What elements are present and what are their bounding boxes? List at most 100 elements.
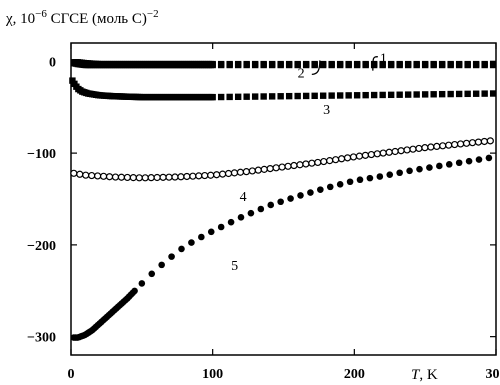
point-marker xyxy=(243,61,250,69)
point-marker xyxy=(135,174,143,182)
point-marker xyxy=(337,155,346,163)
point-marker xyxy=(455,61,463,69)
point-marker xyxy=(404,61,412,69)
point-marker xyxy=(426,164,433,171)
svg-text:T, K: T, K xyxy=(411,367,438,383)
point-marker xyxy=(370,91,378,99)
point-marker xyxy=(485,154,493,162)
point-marker xyxy=(336,61,344,69)
point-marker xyxy=(445,161,453,168)
point-marker xyxy=(456,140,465,148)
point-marker xyxy=(409,145,417,153)
curve-label-1: 1 xyxy=(380,52,387,67)
point-marker xyxy=(353,61,361,69)
point-marker xyxy=(234,61,242,69)
point-marker xyxy=(297,192,304,199)
point-marker xyxy=(379,61,386,69)
point-marker xyxy=(413,61,420,69)
point-marker xyxy=(213,171,221,179)
point-marker xyxy=(227,218,235,226)
x-axis-title: T, K xyxy=(411,367,438,383)
point-marker xyxy=(123,173,131,182)
point-marker xyxy=(464,61,471,69)
x-tick-label: 100 xyxy=(202,367,223,382)
point-marker xyxy=(320,157,328,166)
point-marker xyxy=(302,160,310,168)
point-marker xyxy=(387,61,395,69)
point-marker xyxy=(209,93,216,101)
point-marker xyxy=(385,148,393,156)
point-marker xyxy=(421,144,429,152)
point-marker xyxy=(336,181,344,188)
point-marker xyxy=(403,146,411,154)
point-marker xyxy=(480,137,488,146)
point-marker xyxy=(226,61,233,69)
y-axis-scale-exponent: −6 xyxy=(35,8,47,20)
point-marker xyxy=(82,171,90,179)
point-marker xyxy=(277,61,284,69)
point-marker xyxy=(177,173,185,181)
point-marker xyxy=(307,189,314,196)
point-marker xyxy=(311,92,318,100)
point-marker xyxy=(415,144,423,153)
y-tick-label: −100 xyxy=(27,147,56,162)
point-marker xyxy=(481,61,488,69)
point-marker xyxy=(472,90,480,97)
point-marker xyxy=(178,245,185,253)
point-marker xyxy=(404,91,412,98)
point-marker xyxy=(266,165,274,173)
point-marker xyxy=(396,61,403,69)
curve-2-leader xyxy=(311,60,321,76)
point-marker xyxy=(294,92,301,100)
y-axis-title: χ, 10−6 СГСЕ (моль С)−2 xyxy=(5,8,159,27)
point-marker xyxy=(468,139,477,147)
point-marker xyxy=(294,61,301,69)
point-marker xyxy=(268,61,276,69)
point-marker xyxy=(413,91,420,98)
point-marker xyxy=(474,138,483,146)
point-marker xyxy=(447,61,454,69)
point-marker xyxy=(362,61,369,69)
point-marker xyxy=(362,91,369,99)
point-marker xyxy=(285,61,293,69)
point-marker xyxy=(117,173,126,181)
point-marker xyxy=(396,169,403,177)
y-axis-scale: , 10 xyxy=(13,11,36,27)
point-marker xyxy=(88,171,96,180)
point-marker xyxy=(430,61,437,69)
point-marker xyxy=(148,270,156,278)
series-4 xyxy=(70,137,494,182)
curve-label-4: 4 xyxy=(240,190,247,205)
point-marker xyxy=(464,90,471,98)
point-marker xyxy=(201,171,209,180)
point-marker xyxy=(396,91,403,98)
point-marker xyxy=(129,174,137,182)
point-marker xyxy=(254,166,262,174)
point-marker xyxy=(451,140,459,149)
point-marker xyxy=(183,172,191,181)
point-marker xyxy=(111,173,120,181)
point-marker xyxy=(218,170,227,178)
series-2 xyxy=(70,59,497,69)
y-axis-symbol: χ xyxy=(5,11,13,27)
point-marker xyxy=(165,173,173,181)
point-marker xyxy=(217,223,225,231)
point-marker xyxy=(379,149,387,157)
point-marker xyxy=(242,168,250,176)
point-marker xyxy=(326,157,334,165)
point-marker xyxy=(486,137,494,145)
point-marker xyxy=(257,205,265,213)
point-marker xyxy=(302,92,310,100)
point-marker xyxy=(433,142,441,151)
point-marker xyxy=(436,162,443,170)
point-marker xyxy=(302,61,310,69)
curve-label-3: 3 xyxy=(323,103,330,118)
point-marker xyxy=(447,90,454,98)
point-marker xyxy=(319,92,327,99)
point-marker xyxy=(260,61,267,69)
point-marker xyxy=(287,195,294,202)
point-marker xyxy=(314,158,322,167)
point-marker xyxy=(475,156,483,163)
point-marker xyxy=(188,239,195,246)
